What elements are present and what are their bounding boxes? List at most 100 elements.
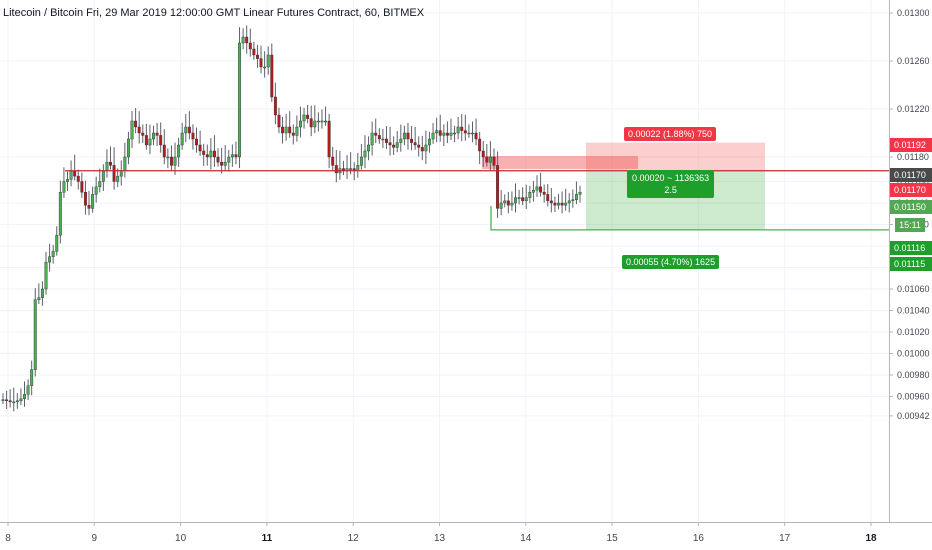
- candle: [417, 136, 421, 157]
- candle: [385, 126, 388, 149]
- candle-body: [349, 168, 353, 170]
- candle-body: [8, 400, 12, 403]
- candle: [148, 124, 152, 155]
- candle-body: [238, 42, 241, 158]
- candle-body: [33, 299, 37, 370]
- candle: [137, 111, 141, 144]
- position-lines: [65, 170, 889, 231]
- candle-body: [273, 96, 277, 116]
- candle: [259, 45, 263, 74]
- candle-body: [535, 186, 539, 191]
- candle: [474, 118, 478, 146]
- candle: [198, 130, 202, 156]
- y-tick-label: 0.01180: [897, 152, 929, 162]
- candle: [324, 106, 328, 126]
- candle: [141, 124, 145, 144]
- candle: [33, 288, 37, 377]
- candle-body: [499, 202, 503, 209]
- candle: [295, 115, 299, 142]
- candle: [66, 171, 69, 191]
- candle-body: [198, 144, 202, 152]
- candle-body: [424, 144, 428, 152]
- candle: [571, 189, 575, 208]
- candle-body: [80, 181, 84, 193]
- candle-body: [288, 126, 292, 134]
- candle-body: [109, 161, 112, 166]
- candle: [123, 142, 127, 178]
- candle: [521, 187, 525, 206]
- candle: [549, 187, 553, 213]
- candle: [528, 185, 532, 204]
- candle: [98, 168, 102, 193]
- candle-body: [370, 132, 374, 146]
- candle-body: [101, 170, 105, 182]
- candle-body: [94, 186, 98, 195]
- candle: [230, 144, 234, 167]
- candle: [485, 144, 489, 167]
- ratio-label-line2: 2.5: [664, 185, 677, 195]
- candle: [15, 393, 19, 409]
- candle-body: [266, 54, 270, 68]
- candle-body: [549, 200, 553, 204]
- target-line[interactable]: [490, 206, 889, 231]
- candle: [517, 189, 521, 205]
- candle-body: [485, 156, 489, 163]
- candle-body: [474, 132, 478, 140]
- candle-body: [144, 135, 148, 146]
- candle-body: [40, 288, 44, 298]
- candle-body: [184, 126, 188, 134]
- candle-body: [302, 114, 306, 122]
- candle: [428, 131, 431, 153]
- candle: [277, 107, 281, 134]
- candle: [195, 127, 198, 153]
- candle: [220, 147, 224, 174]
- chart-title: Litecoin / Bitcoin Fri, 29 Mar 2019 12:0…: [3, 7, 425, 19]
- candle-body: [98, 181, 102, 188]
- candle: [514, 183, 517, 213]
- candle-body: [481, 150, 485, 158]
- candle-body: [420, 147, 424, 152]
- candle: [227, 149, 231, 172]
- last-price-tag: 0.01150: [890, 200, 932, 214]
- candle: [162, 129, 166, 165]
- candle: [553, 196, 557, 213]
- candle: [212, 135, 216, 167]
- candle-body: [517, 197, 521, 199]
- candle-body: [255, 54, 259, 59]
- candle-body: [105, 161, 109, 171]
- candle: [19, 388, 23, 406]
- candle: [399, 124, 403, 152]
- candle-body: [234, 154, 238, 158]
- candle-body: [309, 118, 313, 128]
- candle: [499, 190, 503, 216]
- candle-body: [180, 132, 184, 146]
- candle-body: [137, 126, 141, 134]
- candle: [180, 122, 184, 150]
- candle: [327, 113, 331, 169]
- candle: [270, 43, 274, 102]
- candle-body: [467, 132, 471, 135]
- candle: [531, 181, 535, 202]
- candle: [155, 122, 159, 146]
- candle-body: [141, 132, 145, 136]
- stop-zone[interactable]: [586, 142, 765, 171]
- candle-body: [76, 175, 80, 182]
- candle: [496, 151, 500, 218]
- candle-body: [359, 156, 363, 166]
- candle: [112, 147, 116, 190]
- candle-body: [406, 132, 410, 140]
- candle: [481, 140, 485, 167]
- candle-body: [471, 132, 474, 135]
- candle-body: [445, 132, 449, 136]
- candle-body: [259, 58, 263, 68]
- candle: [524, 184, 528, 210]
- candle-body: [212, 150, 216, 158]
- candle: [58, 180, 62, 244]
- candle: [245, 25, 249, 54]
- candle: [309, 105, 313, 137]
- candle-body: [130, 120, 134, 140]
- candle-body: [19, 398, 23, 401]
- candle: [331, 146, 335, 171]
- candle: [338, 150, 342, 180]
